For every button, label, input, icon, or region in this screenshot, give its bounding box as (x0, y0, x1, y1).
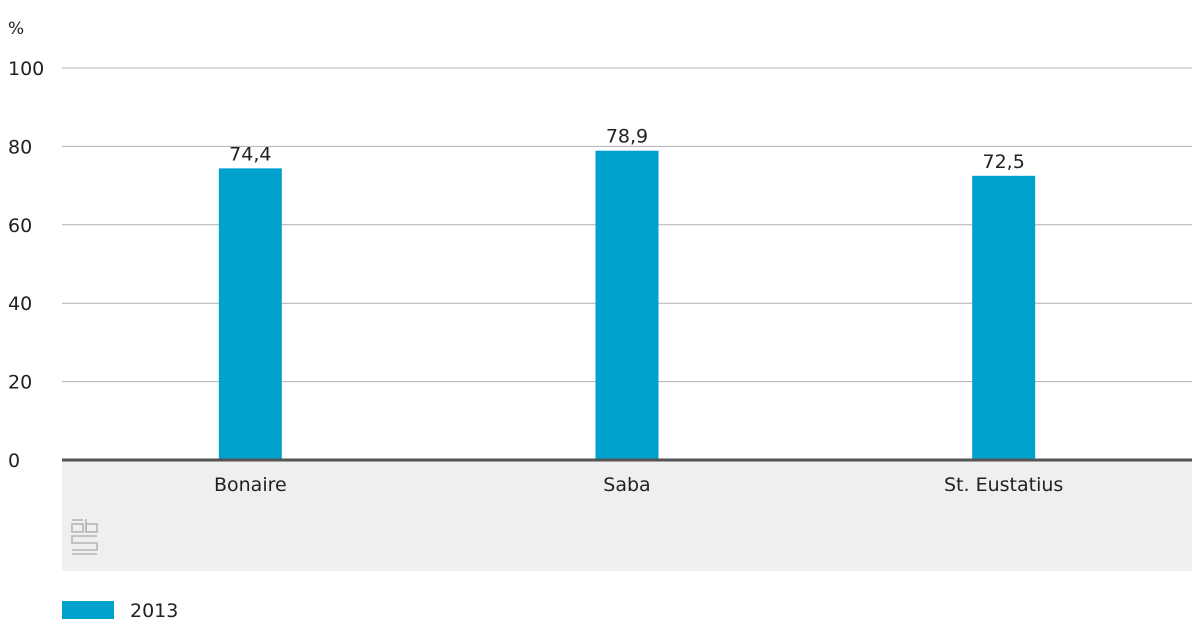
y-axis-unit: % (8, 19, 24, 39)
y-tick-label: 40 (8, 293, 32, 315)
y-tick-label: 0 (8, 450, 20, 472)
bar-value-label: 78,9 (606, 126, 648, 148)
x-category-label: St. Eustatius (944, 474, 1063, 496)
y-tick-label: 80 (8, 136, 32, 158)
legend-label: 2013 (130, 600, 178, 622)
x-axis-labels: Bonaire Saba St. Eustatius (214, 474, 1063, 496)
y-tick-label: 100 (8, 58, 44, 80)
cbs-logo-icon (71, 519, 98, 555)
x-category-label: Saba (603, 474, 650, 496)
value-labels: 74,4 78,9 72,5 (229, 126, 1025, 173)
bar (218, 168, 282, 461)
y-tick-label: 20 (8, 372, 32, 394)
bars (218, 150, 1036, 461)
bar (595, 150, 659, 460)
bar-value-label: 74,4 (229, 143, 271, 165)
y-axis-ticks: 0 20 40 60 80 100 (8, 58, 44, 472)
bar-value-label: 72,5 (983, 151, 1025, 173)
x-category-label: Bonaire (214, 474, 287, 496)
y-tick-label: 60 (8, 215, 32, 237)
legend-swatch (62, 601, 114, 619)
category-band (62, 461, 1192, 571)
bar (972, 175, 1036, 461)
